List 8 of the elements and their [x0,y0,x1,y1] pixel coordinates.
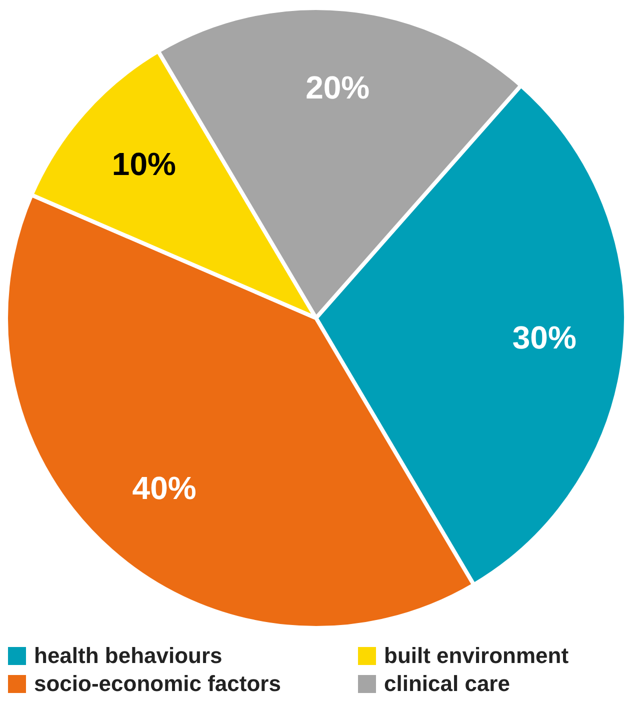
legend-label: socio-economic factors [34,671,281,697]
data-label: 40% [132,470,196,506]
data-label: 20% [306,69,370,106]
legend-label: clinical care [384,671,510,697]
legend-label: health behaviours [34,643,222,669]
data-label: 10% [112,146,176,182]
data-label: 30% [512,319,576,356]
legend-label: built environment [384,643,569,669]
